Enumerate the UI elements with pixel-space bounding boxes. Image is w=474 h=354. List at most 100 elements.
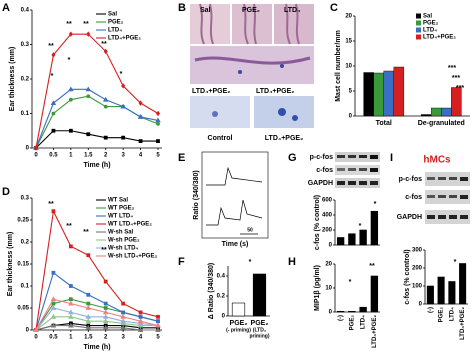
y-tick-label: 0 [222, 314, 226, 320]
marker [121, 83, 126, 89]
panel-title: hMCs [423, 155, 451, 166]
significance-mark: * [51, 73, 54, 80]
data-line [35, 88, 159, 149]
marker [120, 318, 126, 324]
panel-letter: H [288, 256, 296, 268]
marker [156, 314, 160, 319]
marker [51, 270, 56, 275]
legend-swatch [416, 34, 421, 40]
axis-label: Time (s) [222, 241, 249, 248]
x-tick-label: 2 [104, 153, 108, 159]
data-line [35, 298, 159, 331]
axis-label: Time (h) [83, 344, 110, 351]
significance-mark: ** [48, 201, 54, 208]
marker [121, 135, 126, 140]
marker [68, 284, 73, 288]
significance-mark: * [120, 71, 123, 78]
marker [68, 322, 74, 328]
x-tick-label: LTD₄ [361, 315, 367, 329]
marker [68, 31, 73, 37]
y-tick-label: 0 [419, 302, 423, 308]
marker [68, 300, 74, 306]
panel-letter: F [178, 256, 185, 268]
marker [85, 313, 92, 319]
legend-label: WT PGE₂ [108, 206, 135, 212]
bar [359, 229, 367, 246]
marker [102, 318, 109, 324]
y-tick-label: 400 [322, 213, 333, 219]
y-tick-label: 0.4 [217, 274, 226, 280]
marker [156, 319, 160, 324]
marker [120, 313, 126, 319]
y-tick-label: 10 [325, 286, 332, 292]
x-tick-label: LTD₄+PGE₂ [372, 315, 378, 348]
marker [103, 135, 108, 140]
marker [85, 86, 92, 92]
axis-label: Ratio (340/380) [193, 170, 200, 219]
significance-mark: ** [48, 43, 54, 50]
panel-letter: I [390, 152, 393, 164]
panel-letter: E [178, 152, 185, 164]
legend-label: W-sh Sal [108, 230, 134, 236]
marker [50, 100, 57, 106]
marker [120, 103, 126, 109]
x-tick-label: 1.5 [84, 335, 93, 341]
bar [370, 275, 379, 313]
blot-label: c-fos [316, 167, 333, 174]
bar [373, 72, 384, 117]
axis-label: Ear thickness (mm) [7, 232, 14, 297]
image-label: LTD₄ [284, 7, 300, 14]
legend-label: LTD₄ [423, 28, 437, 34]
marker [121, 301, 126, 306]
data-line [35, 307, 159, 331]
axis-label: c-fos (% control) [314, 195, 321, 250]
y-tick-label: 0.1 [21, 284, 30, 290]
legend-swatch [416, 27, 421, 33]
marker [86, 31, 91, 37]
marker [50, 296, 57, 302]
x-tick-note: priming) [250, 333, 270, 339]
y-tick-label: 0.3 [21, 196, 30, 202]
bar [430, 107, 442, 117]
panel-letter: G [288, 152, 297, 164]
axis-label: Time (h) [83, 162, 110, 169]
marker [68, 244, 73, 249]
marker [50, 322, 57, 328]
bar [383, 70, 395, 117]
axis-label: Δ Ratio (340/380) [208, 263, 215, 319]
marker [86, 253, 91, 258]
marker [86, 132, 91, 137]
legend-label: WT LTD₄ [108, 214, 133, 220]
significance-mark: *** [452, 75, 460, 82]
y-tick-label: 0 [26, 146, 30, 152]
marker [137, 318, 144, 324]
axis-label: MIP1β (pg/ml) [314, 265, 321, 311]
marker [155, 327, 161, 332]
legend-swatch [416, 13, 421, 19]
marker [51, 111, 56, 116]
x-tick-label: (-) [338, 315, 344, 321]
image-label: PGE₂ [242, 7, 260, 14]
y-tick-label: 0 [26, 328, 30, 334]
significance-mark: * [439, 277, 442, 284]
x-tick-label: De-granulated [418, 120, 465, 127]
y-tick-label: 0.3 [21, 42, 30, 48]
x-tick-label: PGE₂ [251, 320, 269, 327]
y-tick-label: 0.4 [21, 8, 30, 14]
y-tick-label: 0.2 [21, 77, 30, 83]
marker [86, 94, 91, 99]
data-line [35, 325, 158, 331]
marker [102, 313, 109, 319]
bar [348, 233, 356, 246]
x-tick-label: 0.5 [49, 153, 58, 159]
bar [336, 310, 345, 313]
western-blots [425, 172, 470, 224]
y-tick-label: 200 [412, 266, 423, 272]
y-tick-label: 0 [349, 114, 353, 120]
y-tick-label: 0.1 [21, 111, 30, 117]
marker [155, 117, 161, 123]
marker [102, 309, 109, 315]
y-tick-label: 600 [322, 198, 333, 204]
bar [363, 72, 374, 117]
marker [138, 139, 143, 143]
